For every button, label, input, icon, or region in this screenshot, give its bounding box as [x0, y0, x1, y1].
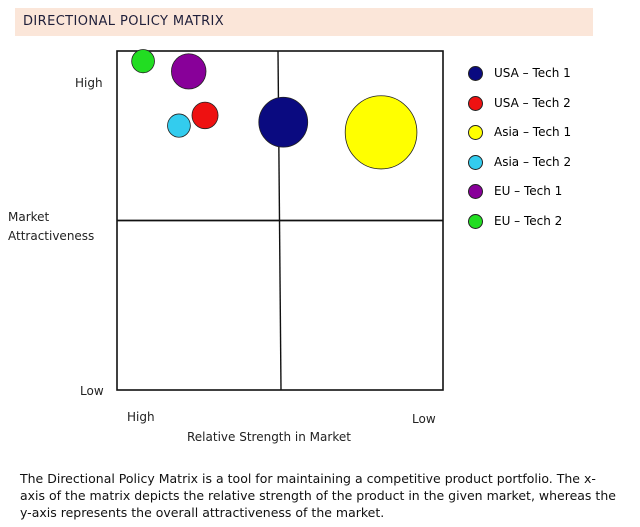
legend-label: Asia – Tech 1: [494, 125, 572, 139]
legend-label: EU – Tech 2: [494, 213, 563, 228]
bubble-usa-tech-2: [191, 101, 219, 130]
bubble-usa-tech-1: [258, 96, 309, 148]
legend-swatch: [468, 154, 483, 170]
legend-item: USA – Tech 2: [468, 94, 598, 114]
legend-item: Asia – Tech 2: [468, 153, 598, 173]
legend-item: Asia – Tech 1: [468, 123, 598, 143]
y-axis-label-line-2: Attractiveness: [8, 229, 95, 243]
legend-label: USA – Tech 2: [494, 95, 571, 110]
legend-label: USA – Tech 1: [494, 66, 571, 80]
bubble-asia-tech-1: [344, 95, 418, 170]
legend-label: EU – Tech 1: [494, 184, 563, 198]
legend-item: EU – Tech 2: [468, 212, 598, 232]
legend-swatch: [468, 125, 483, 140]
x-tick-high: High: [127, 410, 155, 424]
legend-swatch: [468, 184, 483, 199]
legend-swatch: [468, 213, 483, 229]
legend-swatch: [468, 95, 483, 111]
y-tick-high: High: [75, 76, 103, 90]
bubble-asia-tech-2: [167, 113, 191, 138]
legend-swatch: [468, 66, 483, 81]
caption: The Directional Policy Matrix is a tool …: [20, 471, 616, 520]
bubble-eu-tech-2: [131, 49, 155, 74]
matrix-chart: [116, 49, 444, 391]
y-axis-label-line-1: Market: [8, 210, 50, 224]
legend-item: EU – Tech 1: [468, 182, 598, 202]
y-tick-low: Low: [80, 384, 104, 398]
legend-item: USA – Tech 1: [468, 64, 598, 84]
x-axis-label: Relative Strength in Market: [187, 430, 351, 444]
x-tick-low: Low: [412, 412, 436, 426]
chart-title: DIRECTIONAL POLICY MATRIX: [23, 14, 225, 29]
legend-label: Asia – Tech 2: [494, 154, 572, 169]
title-bar: DIRECTIONAL POLICY MATRIX: [15, 8, 593, 36]
bubble-eu-tech-1: [171, 53, 207, 90]
